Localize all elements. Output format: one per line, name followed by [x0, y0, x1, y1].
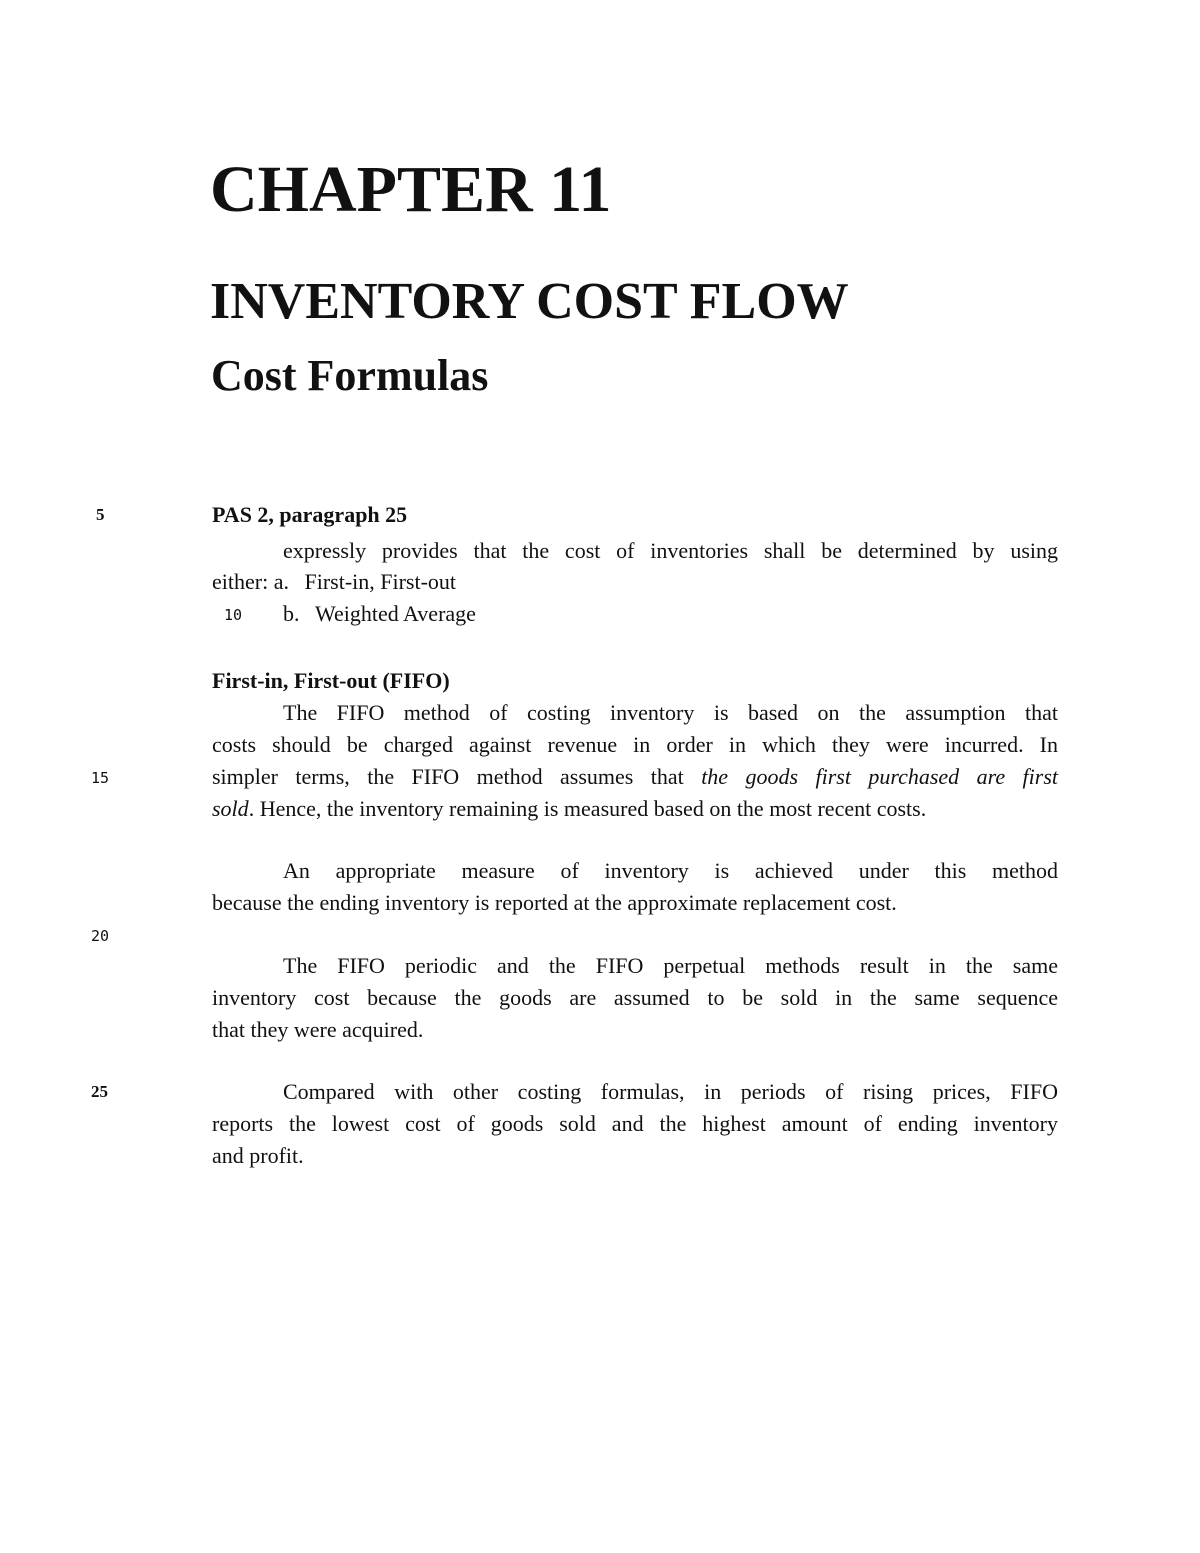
- list-line-a: either: a. First-in, First-out: [212, 568, 1058, 596]
- list-item: First-in, First-out: [304, 569, 457, 594]
- line-number: 25: [91, 1082, 108, 1101]
- pas-heading: PAS 2, paragraph 25: [212, 502, 408, 527]
- paragraph-line: because the ending inventory is reported…: [212, 890, 897, 915]
- emphasis-text: sold: [212, 796, 249, 821]
- list-line-b: b. Weighted Average: [283, 600, 1129, 628]
- paragraph-line: The FIFO periodic and the FIFO perpetual…: [283, 953, 1058, 978]
- line-number: 10: [224, 606, 243, 624]
- section-title: Cost Formulas: [211, 351, 489, 400]
- either-label: either:: [212, 569, 269, 594]
- list-marker: a.: [273, 569, 289, 594]
- emphasis-text: the goods first purchased are first: [701, 764, 1058, 789]
- text-span: simpler terms, the FIFO method assumes t…: [212, 764, 684, 789]
- paragraph-line: and profit.: [212, 1143, 304, 1168]
- chapter-title: CHAPTER 11: [210, 153, 612, 226]
- line-number: 15: [91, 769, 110, 787]
- list-marker: b.: [283, 601, 300, 626]
- list-item: Weighted Average: [315, 601, 476, 626]
- line-number: 5: [96, 505, 105, 524]
- paragraph-line: costs should be charged against revenue …: [212, 732, 1058, 757]
- chapter-subtitle: INVENTORY COST FLOW: [210, 273, 849, 330]
- line-number: 20: [91, 927, 110, 945]
- paragraph-line: Compared with other costing formulas, in…: [283, 1079, 1058, 1104]
- fifo-heading: First-in, First-out (FIFO): [212, 668, 450, 693]
- paragraph-line: expressly provides that the cost of inve…: [283, 538, 1058, 563]
- paragraph-line: inventory cost because the goods are ass…: [212, 985, 1058, 1010]
- paragraph-line: that they were acquired.: [212, 1017, 424, 1042]
- paragraph-line: sold. Hence, the inventory remaining is …: [212, 795, 1058, 823]
- paragraph-line: reports the lowest cost of goods sold an…: [212, 1111, 1058, 1136]
- text-span: . Hence, the inventory remaining is meas…: [248, 796, 927, 821]
- paragraph-line: simpler terms, the FIFO method assumes t…: [212, 763, 1058, 791]
- paragraph-line: An appropriate measure of inventory is a…: [283, 858, 1058, 883]
- paragraph-line: The FIFO method of costing inventory is …: [283, 700, 1058, 725]
